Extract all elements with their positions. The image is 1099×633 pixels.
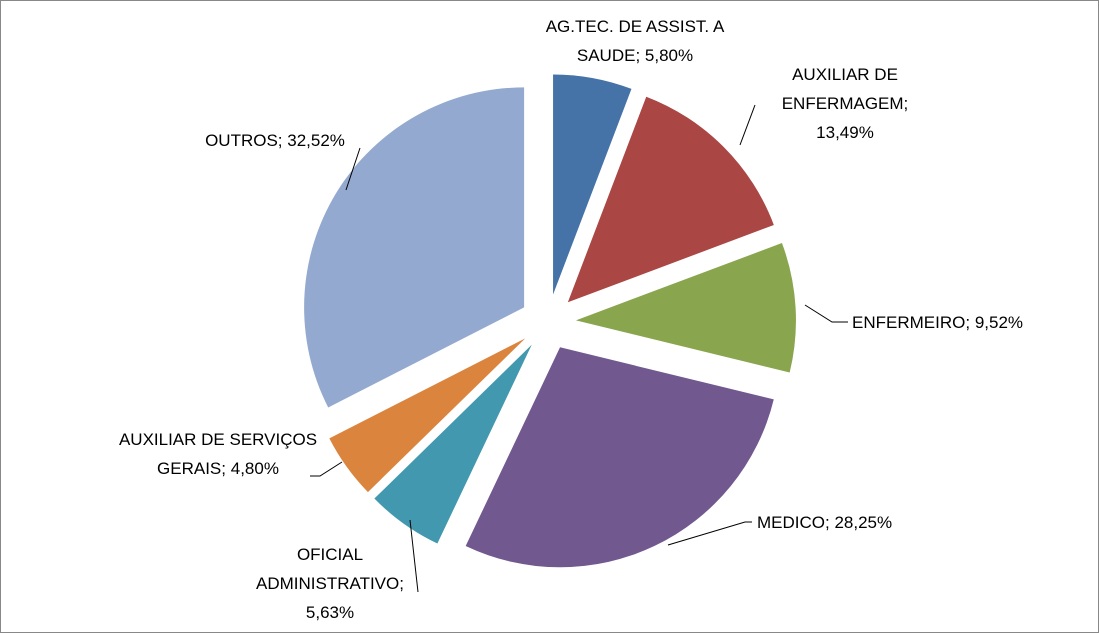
leader-line	[409, 519, 419, 593]
label-separator: ;	[635, 46, 641, 65]
label-separator: ;	[965, 313, 971, 332]
label-separator: ;	[399, 574, 404, 593]
category-label: AUXILIAR DE SERVIÇOS GERAIS	[118, 430, 318, 478]
data-label: AUXILIAR DE SERVIÇOS GERAIS; 4,80%	[118, 425, 318, 483]
leader-line	[310, 461, 343, 477]
pie-slice	[304, 87, 525, 408]
category-label: OFICIAL ADMINISTRATIVO	[256, 545, 400, 593]
label-separator: ;	[277, 131, 283, 150]
leader-line	[667, 521, 752, 546]
category-label: AUXILIAR DE ENFERMAGEM	[781, 65, 904, 113]
category-label: MEDICO	[757, 513, 825, 532]
leader-line	[739, 104, 756, 146]
value-label: 32,52%	[287, 131, 345, 150]
value-label: 13,49%	[816, 123, 874, 142]
pie-slice	[465, 347, 774, 568]
data-label: AG.TEC. DE ASSIST. A SAUDE; 5,80%	[525, 12, 745, 70]
value-label: 4,80%	[230, 459, 279, 478]
data-label: AUXILIAR DE ENFERMAGEM; 13,49%	[765, 60, 925, 147]
value-label: 9,52%	[974, 313, 1024, 332]
value-label: 28,25%	[834, 513, 893, 532]
label-separator: ;	[825, 513, 830, 532]
leader-line	[345, 147, 361, 191]
label-separator: ;	[903, 94, 909, 113]
category-label: ENFERMEIRO	[852, 313, 966, 332]
pie-slice	[374, 344, 532, 544]
data-label: OUTROS; 32,52%	[160, 126, 390, 155]
pie-slice	[553, 74, 632, 295]
pie-slice	[575, 243, 796, 373]
value-label: 5,63%	[305, 603, 355, 622]
leader-line	[804, 304, 848, 323]
category-label: AG.TEC. DE ASSIST. A SAUDE	[545, 17, 725, 65]
data-label: ENFERMEIRO; 9,52%	[852, 308, 1092, 337]
category-label: OUTROS	[205, 131, 278, 150]
label-separator: ;	[221, 459, 227, 478]
value-label: 5,80%	[644, 46, 694, 65]
data-label: OFICIAL ADMINISTRATIVO; 5,63%	[230, 540, 430, 627]
pie-slice	[567, 96, 774, 303]
pie-slice	[329, 338, 526, 493]
data-label: MEDICO; 28,25%	[757, 508, 997, 537]
